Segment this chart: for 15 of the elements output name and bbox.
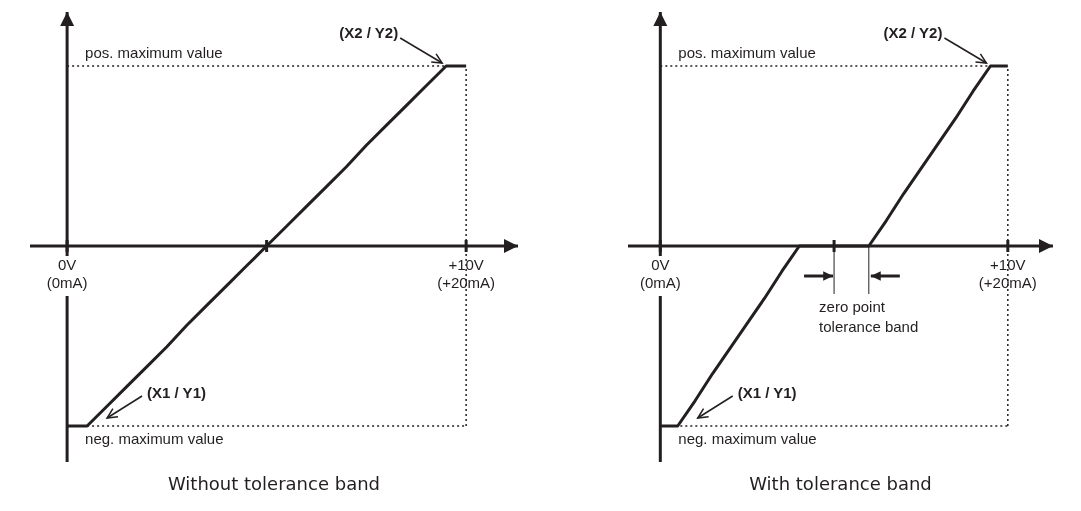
ref-line-label: pos. maximum value [678, 44, 816, 61]
ref-line-label: neg. maximum value [678, 430, 817, 447]
x-tick-label: 0V (0mA) [46, 256, 88, 291]
x-tick-label: 0V (0mA) [639, 256, 681, 291]
text: (X2 / Y2) [339, 24, 399, 41]
ref-line-label: neg. maximum value [85, 430, 224, 447]
annotation: zero point tolerance band [819, 298, 919, 335]
text: With tolerance band [748, 473, 933, 494]
x-tick-label: +10V (+20mA) [978, 256, 1037, 291]
annotation: (X1 / Y1) [737, 384, 797, 401]
text: Without tolerance band [166, 473, 381, 494]
ref-line-label: pos. maximum value [85, 44, 223, 61]
text: (X2 / Y2) [883, 24, 943, 41]
x-tick-label: +10V (+20mA) [437, 256, 496, 291]
annotation: (X1 / Y1) [147, 384, 206, 401]
